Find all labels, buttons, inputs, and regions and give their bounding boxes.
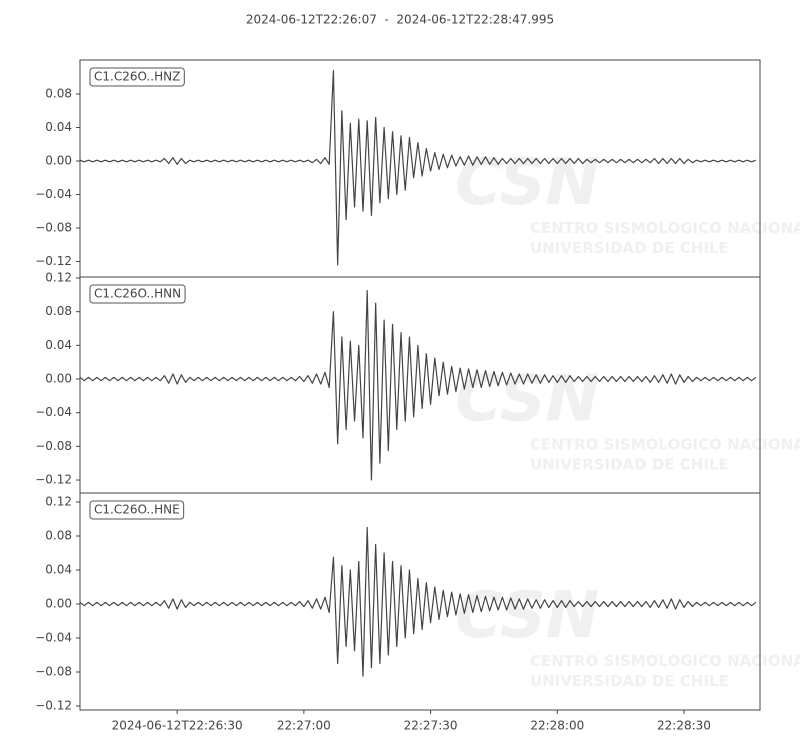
watermark-logo: CSN xyxy=(455,579,599,653)
y-tick-label: −0.08 xyxy=(35,221,72,235)
y-tick-label: 0.08 xyxy=(45,304,72,318)
watermark-text: UNIVERSIDAD DE CHILE xyxy=(530,239,729,257)
watermark-text: CENTRO SISMOLOGICO NACIONAL xyxy=(530,219,800,237)
y-tick-label: −0.12 xyxy=(35,699,72,713)
y-tick-label: −0.08 xyxy=(35,665,72,679)
y-tick-label: 0.08 xyxy=(45,529,72,543)
trace-label: C1.C26O..HNE xyxy=(94,503,180,517)
y-tick-label: 0.04 xyxy=(45,120,72,134)
trace xyxy=(79,69,757,266)
panel-frame xyxy=(79,492,761,711)
watermark-text: CENTRO SISMOLOGICO NACIONAL xyxy=(530,652,800,670)
x-tick-label: 22:28:30 xyxy=(657,719,711,733)
trace-label-box xyxy=(89,67,185,87)
y-tick-label: −0.04 xyxy=(35,631,72,645)
y-tick-label: −0.12 xyxy=(35,254,72,268)
y-tick-label: 0.00 xyxy=(45,597,72,611)
x-tick-label: 22:27:30 xyxy=(404,719,458,733)
watermark-text: UNIVERSIDAD DE CHILE xyxy=(530,456,729,474)
y-tick-label: 0.04 xyxy=(45,563,72,577)
trace xyxy=(79,526,757,677)
y-tick-label: −0.08 xyxy=(35,439,72,453)
y-tick-label: −0.04 xyxy=(35,405,72,419)
y-tick-label: 0.00 xyxy=(45,154,72,168)
y-tick-label: −0.12 xyxy=(35,473,72,487)
x-tick-label: 22:28:00 xyxy=(530,719,584,733)
trace-label-box xyxy=(89,284,186,304)
watermark-text: CENTRO SISMOLOGICO NACIONAL xyxy=(530,436,800,454)
x-tick-label: 2024-06-12T22:26:30 xyxy=(112,719,243,733)
y-tick-label: 0.12 xyxy=(45,271,72,285)
y-tick-label: 0.12 xyxy=(45,495,72,509)
x-tick-label: 22:27:00 xyxy=(277,719,331,733)
watermark-text: UNIVERSIDAD DE CHILE xyxy=(530,672,729,690)
trace-label: C1.C26O..HNZ xyxy=(94,70,180,84)
trace-label-box xyxy=(89,500,185,520)
y-tick-label: 0.08 xyxy=(45,87,72,101)
trace-label: C1.C26O..HNN xyxy=(94,287,181,301)
chart-title: 2024-06-12T22:26:07 - 2024-06-12T22:28:4… xyxy=(246,13,554,27)
y-tick-label: 0.04 xyxy=(45,338,72,352)
y-tick-label: 0.00 xyxy=(45,372,72,386)
trace xyxy=(79,290,757,481)
y-tick-label: −0.04 xyxy=(35,187,72,201)
